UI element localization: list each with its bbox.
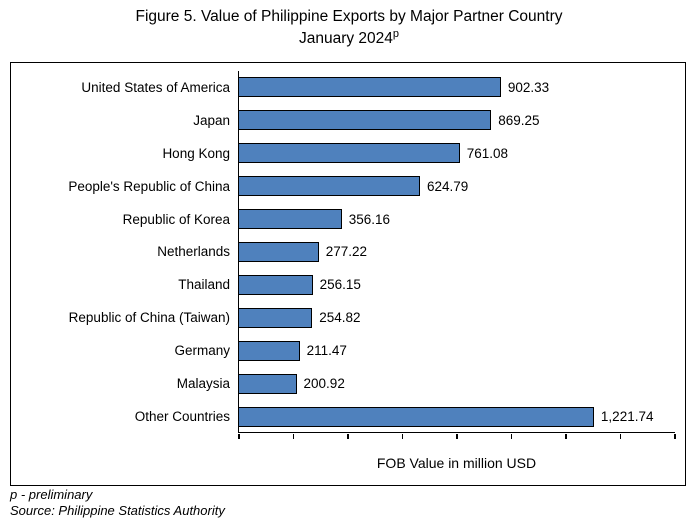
category-label: Hong Kong: [162, 145, 230, 161]
value-label: 256.15: [319, 277, 361, 293]
bar-track: 869.25: [238, 104, 675, 137]
x-axis-tick: [401, 434, 403, 439]
bar: [238, 143, 460, 164]
x-axis-tick: [619, 434, 621, 439]
chart-title: Figure 5. Value of Philippine Exports by…: [0, 6, 698, 49]
bar-row: Republic of China (Taiwan) 254.82: [11, 301, 675, 334]
bar-track: 256.15: [238, 268, 675, 301]
x-axis-tick: [238, 434, 240, 439]
bar-row: People's Republic of China 624.79: [11, 170, 675, 203]
bar-track: 211.47: [238, 334, 675, 367]
bar: [238, 373, 297, 394]
bar-track: 902.33: [238, 71, 675, 104]
x-axis-tick: [674, 434, 676, 439]
value-label: 254.82: [319, 310, 361, 326]
bar: [238, 209, 342, 230]
x-axis-tick: [565, 434, 567, 439]
chart-title-line1: Figure 5. Value of Philippine Exports by…: [135, 8, 563, 25]
value-label: 1,221.74: [600, 409, 654, 425]
x-axis-tick: [347, 434, 349, 439]
value-label: 869.25: [498, 112, 540, 128]
value-label: 902.33: [507, 79, 550, 95]
category-label: Netherlands: [157, 244, 230, 260]
bar-row: Hong Kong 761.08: [11, 137, 675, 170]
bar-rows: United States of America 902.33 Japan 869.2…: [11, 71, 675, 433]
category-label: Germany: [174, 343, 230, 359]
category-label: Republic of Korea: [122, 211, 230, 227]
bar-track: 624.79: [238, 170, 675, 203]
x-axis-tick: [510, 434, 512, 439]
bar-row: Malaysia 200.92: [11, 367, 675, 400]
category-label: People's Republic of China: [68, 178, 230, 194]
bar-track: 200.92: [238, 367, 675, 400]
bar: [238, 241, 319, 262]
category-label: Thailand: [178, 277, 230, 293]
bar: [238, 274, 313, 295]
value-label: 624.79: [427, 178, 469, 194]
value-label: 277.22: [325, 244, 368, 260]
bar-row: Republic of Korea 356.16: [11, 203, 675, 236]
bar: [238, 340, 300, 361]
title-superscript: p: [392, 27, 400, 40]
footnote-source: Source: Philippine Statistics Authority: [10, 502, 225, 518]
footnotes: p - preliminary Source: Philippine Stati…: [10, 487, 225, 520]
bar-row: Netherlands 277.22: [11, 236, 675, 269]
bar-track: 356.16: [238, 203, 675, 236]
bar-row: Thailand 256.15: [11, 268, 675, 301]
x-axis-label: FOB Value in million USD: [376, 455, 537, 471]
bar: [238, 176, 421, 197]
bar-track: 277.22: [238, 236, 675, 269]
bar-track: 1,221.74: [238, 400, 675, 433]
bar-row: United States of America 902.33: [11, 71, 675, 104]
chart-plot-frame: United States of America 902.33 Japan 869.2…: [10, 62, 686, 486]
bar-row: Other Countries 1,221.74: [11, 400, 675, 433]
bar-track: 761.08: [238, 137, 675, 170]
value-label: 356.16: [348, 211, 391, 227]
chart-title-line2: January 2024p: [298, 27, 400, 47]
category-label: Other Countries: [134, 409, 230, 425]
x-axis-tick: [456, 434, 458, 439]
bar: [238, 110, 492, 131]
value-label: 211.47: [306, 343, 347, 359]
category-label: Republic of China (Taiwan): [68, 310, 230, 326]
x-axis-tick: [292, 434, 294, 439]
category-label: Japan: [193, 112, 230, 128]
bar-row: Germany 211.47: [11, 334, 675, 367]
category-label: Malaysia: [176, 376, 230, 392]
footnote-preliminary: p - preliminary: [10, 486, 93, 502]
bar: [238, 307, 313, 328]
bar-row: Japan 869.25: [11, 104, 675, 137]
bar: [238, 77, 501, 98]
category-label: United States of America: [81, 79, 230, 95]
value-label: 761.08: [466, 145, 509, 161]
value-label: 200.92: [303, 376, 345, 392]
bar-track: 254.82: [238, 301, 675, 334]
bar: [238, 406, 594, 427]
